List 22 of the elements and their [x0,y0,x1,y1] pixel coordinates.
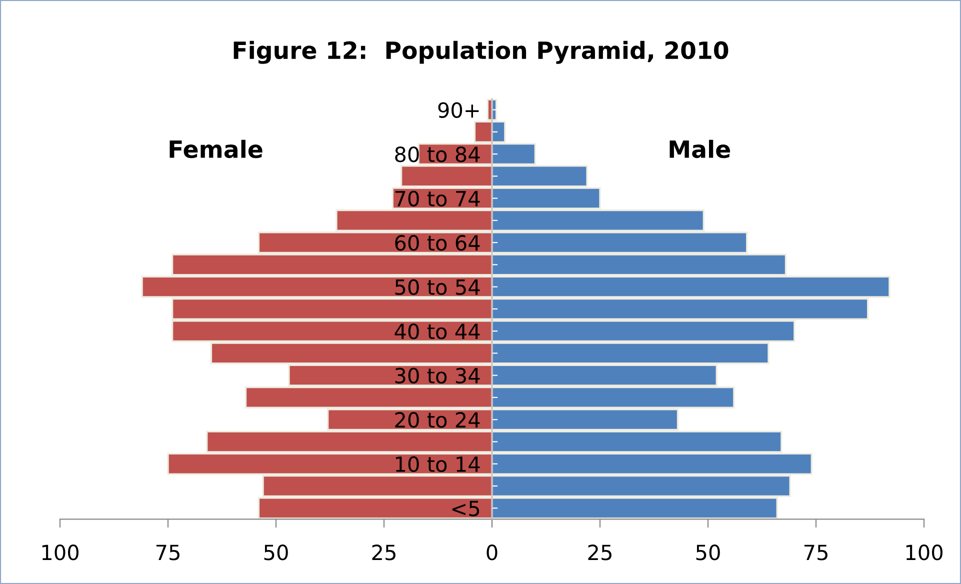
y-tick-label: <5 [452,500,480,516]
x-tick-label: 100 [42,544,78,560]
y-tick-label: 30 to 34 [395,368,480,384]
x-tick-label: 25 [372,544,396,560]
x-tick-label: 100 [906,544,942,560]
y-tick-label: 10 to 14 [396,456,480,472]
y-tick-label: 60 to 64 [395,234,480,251]
y-tick-label: 50 to 54 [395,279,480,296]
y-tick-label: 20 to 24 [395,412,480,428]
text: Male [670,140,730,158]
y-tick-label: 40 to 44 [394,324,480,340]
text: Female [170,140,262,158]
x-tick-label: 50 [264,544,288,560]
chart-title: Figure 12: Population Pyramid, 2010 [234,40,728,64]
y-tick-label: 90+ [438,102,479,118]
x-tick-label: 0 [486,544,498,560]
x-tick-label: 50 [696,544,720,560]
y-tick-label: 80 to 84 [395,146,480,162]
x-tick-label: 75 [156,544,180,560]
x-tick-label: 75 [804,544,828,560]
x-tick-label: 25 [588,544,612,560]
y-tick-label: 70 to 74 [395,190,480,206]
